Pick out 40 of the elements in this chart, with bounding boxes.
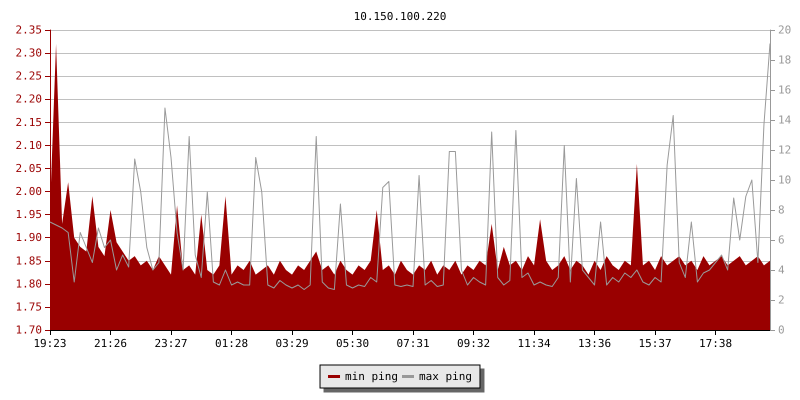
y-tick-label: 2.35 xyxy=(16,24,42,36)
x-tick-label: 07:31 xyxy=(396,337,430,350)
y-tick-label: 1.70 xyxy=(16,324,42,336)
y-tick-label: 2.10 xyxy=(16,138,42,152)
x-tick-label: 15:37 xyxy=(638,337,672,350)
y-tick-label: 2.20 xyxy=(16,92,42,106)
y2-tick-label: 0 xyxy=(778,324,785,336)
y2-tick-label: 6 xyxy=(778,234,785,246)
y2-tick-label: 14 xyxy=(778,114,792,126)
x-tick-label: 05:30 xyxy=(336,337,370,350)
y-tick-label: 1.85 xyxy=(16,254,42,268)
chart-title: 10.150.100.220 xyxy=(354,10,446,23)
y-tick-label: 1.90 xyxy=(16,231,42,244)
legend-label: max ping xyxy=(419,370,472,383)
y2-tick-label: 4 xyxy=(778,264,785,276)
y2-tick-label: 10 xyxy=(778,174,792,186)
y-tick-label: 1.75 xyxy=(16,300,42,314)
y2-tick-label: 12 xyxy=(778,144,792,156)
y-tick-label: 2.05 xyxy=(16,162,42,175)
x-tick-label: 21:26 xyxy=(94,337,128,350)
y2-tick-label: 8 xyxy=(778,204,785,216)
x-tick-label: 09:32 xyxy=(456,337,490,350)
y-tick-label: 2.15 xyxy=(16,116,42,129)
y-tick-label: 1.80 xyxy=(16,277,42,290)
y-tick-label: 2.25 xyxy=(16,70,42,83)
y2-tick-label: 18 xyxy=(778,54,792,66)
y-tick-label: 2.00 xyxy=(16,185,42,198)
x-tick-label: 17:38 xyxy=(698,337,732,350)
x-tick-label: 19:23 xyxy=(33,337,67,350)
y-tick-label: 2.30 xyxy=(16,46,42,60)
y2-tick-label: 20 xyxy=(778,24,792,36)
x-tick-label: 13:36 xyxy=(578,337,612,350)
y-tick-label: 1.95 xyxy=(16,208,42,222)
x-tick-label: 03:29 xyxy=(275,337,309,350)
y2-tick-label: 2 xyxy=(778,294,785,306)
x-tick-label: 23:27 xyxy=(154,337,188,350)
y2-tick-label: 16 xyxy=(778,84,792,96)
x-tick-label: 11:34 xyxy=(517,337,551,350)
legend-label: min ping xyxy=(345,370,398,383)
x-tick-label: 01:28 xyxy=(214,337,248,350)
